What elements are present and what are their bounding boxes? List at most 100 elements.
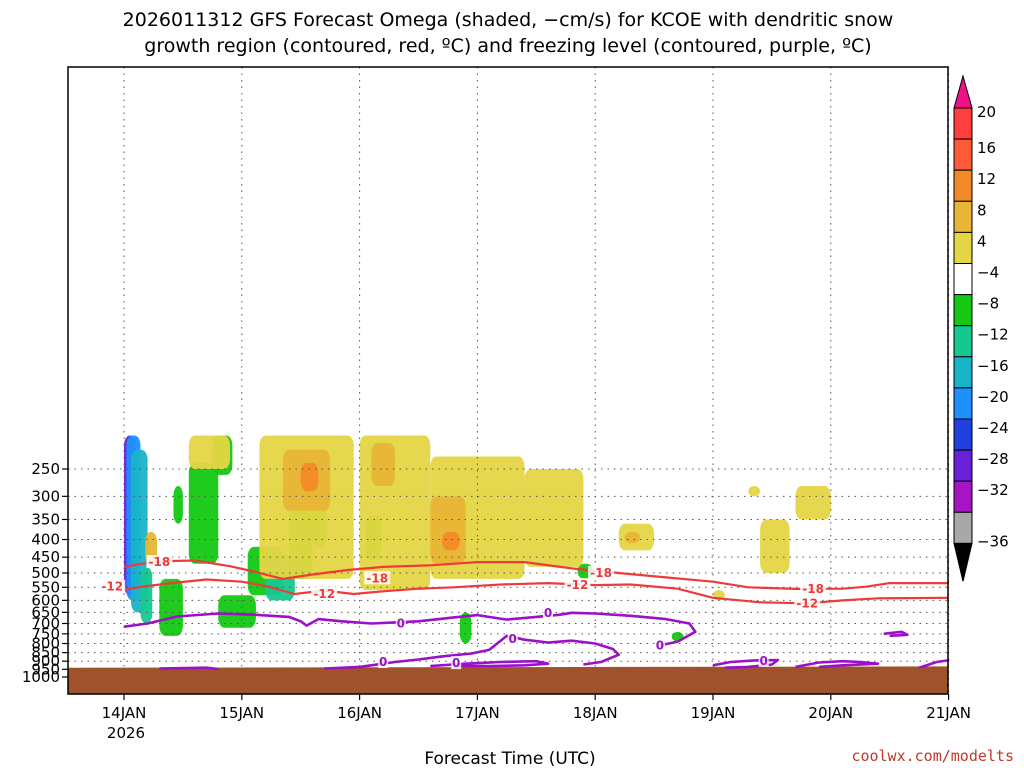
colorbar-label: 12 <box>977 170 996 188</box>
x-tick-label: 19JAN <box>691 704 736 722</box>
omega-orange-e <box>624 531 640 544</box>
contour-label: 0 <box>509 632 517 646</box>
x-tick-label: 18JAN <box>573 704 618 722</box>
contour-label: -18 <box>366 571 388 585</box>
omega-yellow-h <box>760 519 790 573</box>
x-tick-year: 2026 <box>107 724 145 742</box>
omega-yellow-a <box>188 435 231 469</box>
colorbar-label: −12 <box>977 326 1009 344</box>
colorbar-label: −8 <box>977 295 999 313</box>
y-tick-label: 950 <box>31 660 60 678</box>
colorbar-label: −20 <box>977 388 1009 406</box>
colorbar-label: 4 <box>977 232 987 250</box>
omega-orange-d <box>430 496 466 564</box>
colorbar-bin-9 <box>953 387 973 420</box>
colorbar-label: 8 <box>977 201 987 219</box>
colorbar-bin-11 <box>953 449 973 482</box>
x-tick-label: 15JAN <box>219 704 264 722</box>
y-tick-label: 250 <box>31 460 60 478</box>
colorbar-label: −24 <box>977 419 1009 437</box>
dgz-contour-0 <box>123 559 950 591</box>
contour-label-bg <box>311 586 338 600</box>
freezing-level-contour-2 <box>123 611 697 647</box>
freezing-level-contour-4 <box>430 659 550 668</box>
x-axis-label: Forecast Time (UTC) <box>424 749 595 768</box>
freezing-level-contour-8 <box>883 630 909 638</box>
contour-label-bg <box>800 581 827 595</box>
colorbar-bin-8 <box>953 356 973 389</box>
contour-label-bg <box>794 596 821 610</box>
y-tick-label: 500 <box>31 564 60 582</box>
colorbar-label: 20 <box>977 103 996 121</box>
contour-label: -18 <box>590 566 612 580</box>
credit-text: coolwx.com/modelts <box>851 747 1014 765</box>
colorbar-label: −32 <box>977 481 1009 499</box>
colorbar-bin-6 <box>953 294 973 327</box>
omega-west-teal <box>140 566 153 624</box>
omega-green-b <box>173 485 183 524</box>
contour-label: -12 <box>313 587 335 601</box>
x-tick-label: 14JAN <box>102 704 147 722</box>
colorbar-bottom-arrow <box>953 542 973 582</box>
contour-label: 0 <box>379 655 387 669</box>
colorbar-top-arrow <box>953 74 973 109</box>
omega-green-e <box>218 595 256 628</box>
colorbar-bin-1 <box>953 138 973 171</box>
dgz-contour-1 <box>123 578 949 605</box>
colorbar-bin-13 <box>953 511 973 544</box>
contour-label: -18 <box>802 582 824 596</box>
y-tick-label: 400 <box>31 531 60 549</box>
colorbar-bin-3 <box>953 200 973 233</box>
contour-label: 0 <box>759 654 767 668</box>
terrain-fill <box>68 666 948 694</box>
chart-title: 2026011312 GFS Forecast Omega (shaded, −… <box>123 9 894 31</box>
freezing-level-contour-7 <box>795 659 880 669</box>
y-tick-label: 800 <box>31 635 60 653</box>
colorbar-label: −28 <box>977 450 1009 468</box>
y-tick-label: 600 <box>31 591 60 609</box>
x-tick-label: 17JAN <box>455 704 500 722</box>
x-tick-label: 20JAN <box>808 704 853 722</box>
y-tick-label: 900 <box>31 652 60 670</box>
contour-label: -12 <box>796 596 818 610</box>
colorbar-label: −36 <box>977 532 1009 550</box>
contour-label: 0 <box>656 638 664 652</box>
y-tick-label: 300 <box>31 487 60 505</box>
contour-label: -12 <box>101 580 123 594</box>
terrain-polygon <box>68 666 948 694</box>
contour-label-bg <box>507 631 518 645</box>
colorbar-bin-7 <box>953 325 973 358</box>
contour-label-bg <box>564 578 591 592</box>
freezing-level-contour-5 <box>159 666 219 671</box>
colorbar-bin-12 <box>953 480 973 513</box>
omega-green-a <box>159 578 183 636</box>
x-tick-label: 16JAN <box>337 704 382 722</box>
omega-dkorange-b <box>442 531 460 551</box>
contour-label: 0 <box>397 616 405 630</box>
omega-shading <box>124 435 831 644</box>
freezing-level-contour-6 <box>712 658 780 669</box>
y-tick-label: 1000 <box>22 668 60 686</box>
colorbar-label: 16 <box>977 139 996 157</box>
contour-label: 0 <box>544 606 552 620</box>
plot-frame <box>67 66 949 695</box>
y-tick-label: 700 <box>31 614 60 632</box>
colorbar-bin-0 <box>953 107 973 140</box>
y-tick-label: 450 <box>31 548 60 566</box>
omega-yellow-j <box>748 485 761 497</box>
colorbar-label: −16 <box>977 357 1009 375</box>
contour-label-bg <box>99 579 126 593</box>
colorbar-bin-4 <box>953 231 973 264</box>
contour-label-bg <box>364 571 391 585</box>
contour-label-bg <box>378 655 389 669</box>
contour-label-bg <box>395 616 406 630</box>
y-tick-label: 850 <box>31 644 60 662</box>
contour-label: -18 <box>148 555 170 569</box>
y-tick-label: 650 <box>31 603 60 621</box>
y-tick-label: 750 <box>31 625 60 643</box>
contour-label-bg <box>758 653 769 667</box>
omega-green-j <box>459 612 472 644</box>
omega-yellow-e <box>524 468 584 567</box>
x-tick-label: 21JAN <box>926 704 971 722</box>
